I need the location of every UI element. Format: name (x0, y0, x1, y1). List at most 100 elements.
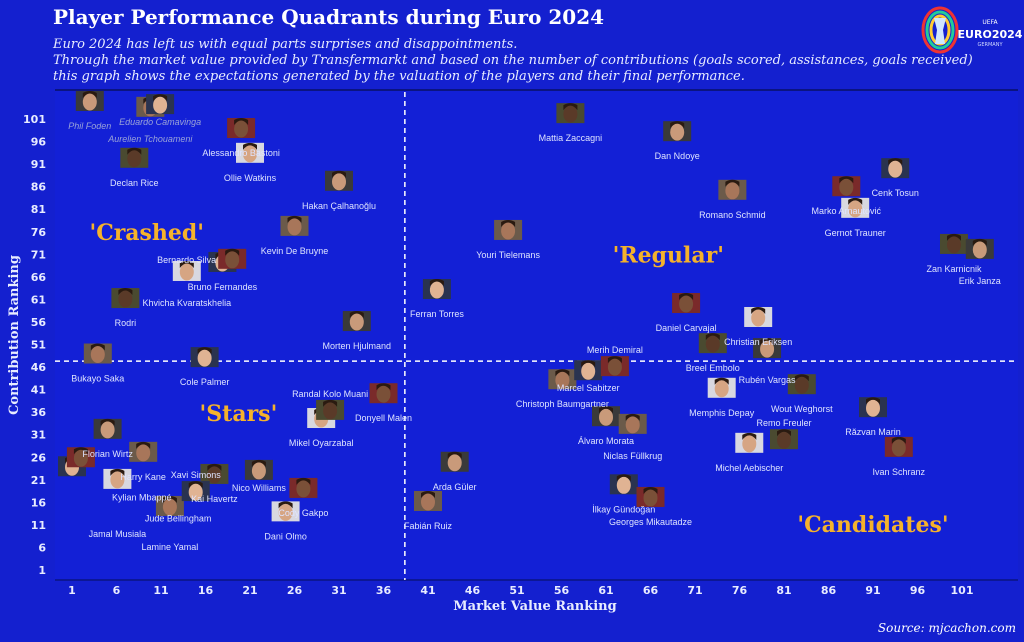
quadrant-label: 'Regular' (613, 242, 724, 268)
player-point[interactable] (146, 94, 175, 115)
player-label: Florian Wirtz (82, 449, 133, 459)
player-point[interactable] (280, 215, 309, 236)
player-point[interactable] (592, 406, 620, 427)
player-point[interactable] (83, 343, 112, 364)
player-point[interactable] (672, 293, 701, 314)
player-point[interactable] (939, 233, 968, 254)
player-label: Lamine Yamal (142, 542, 199, 552)
player-point[interactable] (744, 306, 773, 327)
player-point[interactable] (965, 238, 994, 259)
player-hair-icon (742, 432, 757, 440)
player-face-icon (207, 466, 222, 484)
y-tick-label: 51 (31, 339, 46, 352)
player-point[interactable] (369, 383, 398, 404)
player-point[interactable] (289, 477, 318, 498)
logo-germany: GERMANY (977, 42, 1003, 48)
player-point[interactable] (548, 369, 577, 390)
player-point[interactable] (155, 495, 184, 516)
euro2024-logo: UEFA EURO2024 GERMANY (921, 6, 1023, 54)
player-point[interactable] (636, 486, 665, 507)
quadrant-label: 'Crashed' (89, 220, 204, 246)
player-point[interactable] (316, 399, 345, 420)
y-tick-label: 16 (31, 496, 47, 509)
player-hair-icon (153, 94, 168, 102)
player-point[interactable] (574, 360, 603, 381)
player-point[interactable] (342, 311, 371, 332)
player-point[interactable] (494, 219, 523, 240)
player-label: Bruno Fernandes (188, 282, 258, 292)
player-label: Christoph Baumgartner (516, 399, 609, 409)
player-face-icon (376, 385, 391, 403)
player-label: Remo Freuler (756, 418, 811, 428)
player-point[interactable] (103, 468, 132, 489)
player-point[interactable] (841, 197, 870, 218)
player-point[interactable] (753, 338, 782, 359)
player-point[interactable] (325, 170, 353, 191)
player-label: Hakan Çalhanoğlu (302, 201, 376, 211)
chart-title: Player Performance Quadrants during Euro… (53, 5, 604, 29)
player-point[interactable] (735, 432, 764, 453)
x-tick-label: 71 (687, 584, 702, 597)
player-hair-icon (643, 486, 658, 494)
y-tick-label: 26 (31, 451, 47, 464)
player-point[interactable] (75, 90, 104, 111)
player-label: Zan Karnicnik (926, 264, 982, 274)
player-point[interactable] (556, 103, 585, 124)
player-point[interactable] (707, 377, 736, 398)
player-point[interactable] (600, 356, 629, 377)
player-face-icon (866, 399, 880, 417)
player-label: Niclas Füllkrug (603, 451, 662, 461)
player-point[interactable] (698, 333, 727, 354)
player-label: Jamal Musiala (89, 529, 147, 539)
x-tick-label: 51 (509, 584, 524, 597)
player-point[interactable] (618, 413, 647, 434)
player-point[interactable] (244, 459, 273, 480)
y-tick-label: 86 (31, 181, 47, 194)
y-tick-label: 41 (31, 384, 46, 397)
player-point[interactable] (120, 147, 149, 168)
player-point[interactable] (884, 436, 913, 457)
player-point[interactable] (190, 347, 219, 368)
player-face-icon (725, 182, 740, 200)
player-point[interactable] (271, 501, 300, 522)
player-hair-icon (599, 406, 613, 414)
player-point[interactable] (859, 397, 887, 418)
player-point[interactable] (663, 121, 692, 142)
player-label: Phil Foden (68, 121, 111, 131)
player-hair-icon (501, 219, 516, 227)
player-point[interactable] (414, 490, 442, 511)
x-tick-label: 21 (242, 584, 257, 597)
player-point[interactable] (129, 441, 158, 462)
player-point[interactable] (111, 288, 140, 309)
player-point[interactable] (881, 158, 910, 179)
player-point[interactable] (609, 474, 638, 495)
subtitle-line-1: Euro 2024 has left us with equal parts s… (52, 37, 517, 52)
player-point[interactable] (93, 418, 122, 439)
player-hair-icon (555, 369, 570, 377)
player-point[interactable] (181, 481, 210, 502)
player-point[interactable] (718, 179, 747, 200)
y-tick-label: 46 (31, 361, 47, 374)
x-tick-label: 96 (910, 584, 926, 597)
player-label: Nico Williams (232, 483, 287, 493)
player-point[interactable] (236, 142, 264, 163)
player-label: Morten Hjulmand (323, 341, 392, 351)
player-point[interactable] (218, 248, 247, 269)
player-point[interactable] (770, 429, 798, 450)
player-hair-icon (82, 90, 97, 98)
player-label: Donyell Malen (355, 413, 412, 423)
player-point[interactable] (227, 118, 256, 139)
player-face-icon (760, 340, 775, 358)
player-face-icon (607, 358, 622, 376)
player-point[interactable] (422, 279, 451, 300)
y-tick-label: 21 (31, 474, 46, 487)
player-face-icon (794, 376, 809, 394)
player-point[interactable] (440, 451, 469, 472)
player-hair-icon (243, 142, 257, 150)
player-point[interactable] (832, 176, 861, 197)
player-point[interactable] (787, 374, 816, 395)
player-point[interactable] (172, 260, 201, 281)
player-point[interactable] (200, 463, 229, 484)
player-point[interactable] (66, 447, 95, 468)
